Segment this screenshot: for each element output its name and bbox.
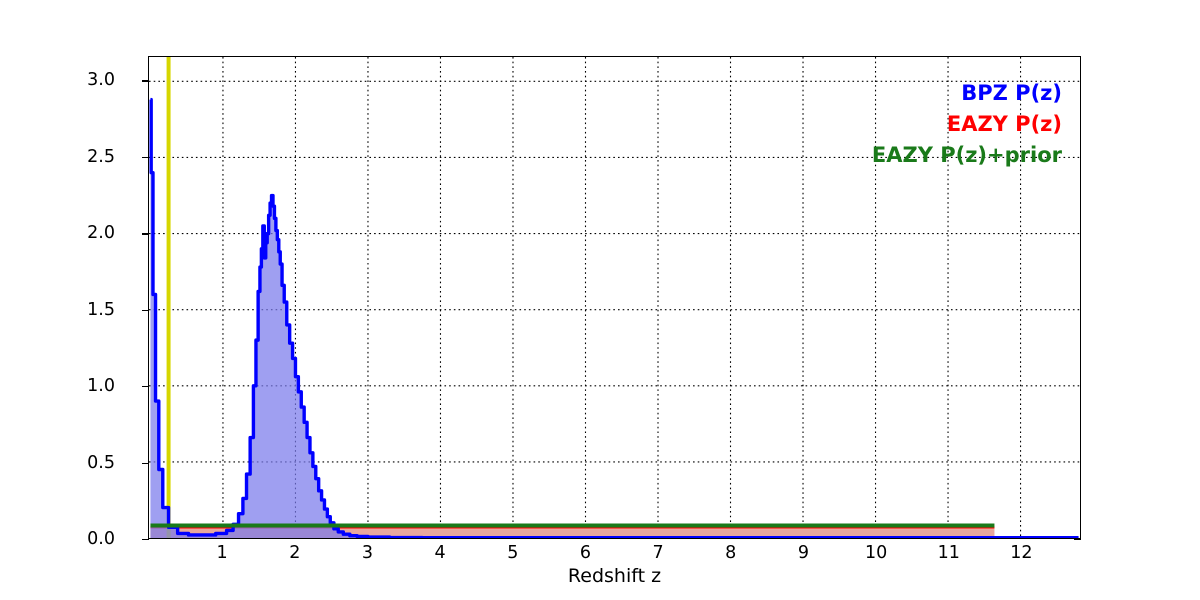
x-tick-label: 2 (289, 543, 301, 563)
legend-entry-1: EAZY P(z) (946, 111, 1062, 136)
x-tick-label: 3 (361, 543, 374, 563)
x-tick-label: 5 (507, 543, 519, 563)
y-tick-label: 2.5 (87, 146, 115, 167)
legend-entry-0: BPZ P(z) (961, 81, 1062, 105)
plot-clip (149, 57, 1080, 538)
y-tick-mark (142, 80, 149, 82)
chart-legend: BPZ P(z) EAZY P(z) EAZY P(z)+prior (872, 78, 1062, 171)
y-tick-label: 1.5 (87, 299, 115, 320)
y-tick-label: 0.5 (87, 452, 115, 473)
x-tick-label: 9 (797, 543, 809, 563)
plot-area (148, 56, 1081, 539)
y-tick-label: 2.0 (87, 223, 115, 244)
data-series-layer (149, 57, 1079, 538)
series-bpz (149, 97, 1079, 538)
x-tick-label: 11 (937, 543, 960, 563)
y-tick-mark (142, 539, 149, 541)
y-tick-mark (142, 462, 149, 464)
x-axis-label: Redshift z (567, 565, 662, 587)
x-tick-label: 6 (579, 543, 591, 563)
y-tick-mark (142, 309, 149, 312)
x-tick-label: 1 (216, 543, 228, 563)
y-tick-mark (142, 386, 149, 388)
x-tick-label: 8 (725, 543, 737, 563)
x-tick-label: 10 (864, 543, 888, 563)
y-tick-mark (142, 156, 149, 159)
y-tick-label: 3.0 (87, 70, 115, 91)
y-tick-label: 0.0 (87, 529, 115, 549)
legend-entry-2: EAZY P(z)+prior (871, 142, 1062, 167)
x-tick-label: 12 (1010, 543, 1033, 563)
y-tick-mark (1074, 539, 1081, 541)
x-tick-label: 7 (652, 543, 664, 563)
x-tick-label: 4 (434, 543, 446, 563)
y-tick-label: 1.0 (87, 376, 115, 397)
y-tick-mark (142, 233, 149, 235)
